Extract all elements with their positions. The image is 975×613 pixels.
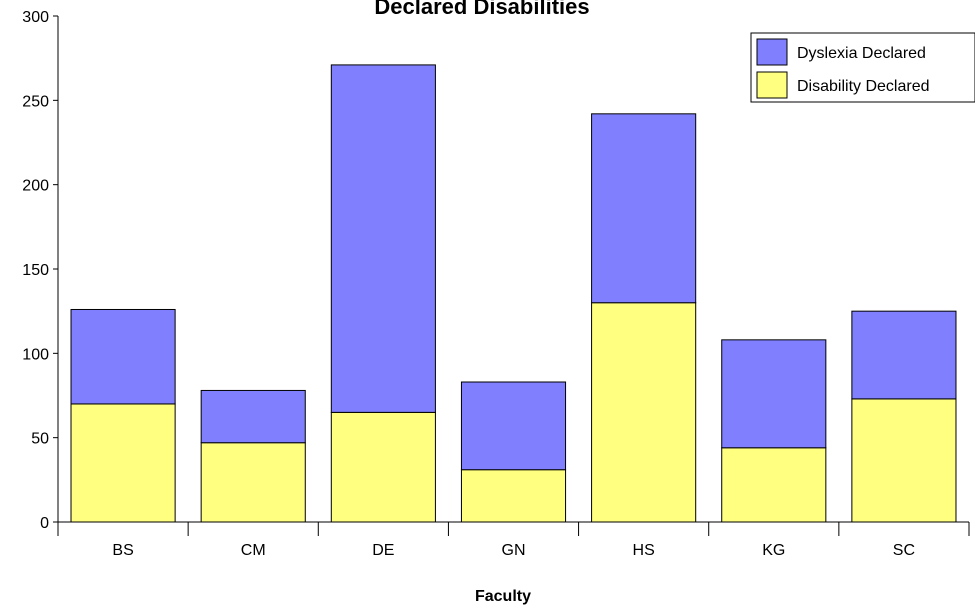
y-tick-label: 300	[22, 9, 49, 26]
x-tick-label: DE	[372, 542, 394, 559]
chart-title: Declared Disabilities	[374, 0, 589, 19]
x-tick-label: CM	[241, 542, 266, 559]
legend-swatch	[756, 38, 788, 66]
y-tick-label: 0	[40, 515, 49, 532]
x-tick-label: HS	[633, 542, 655, 559]
x-tick-label: KG	[762, 542, 785, 559]
legend-box	[750, 32, 975, 103]
bar-segment-hs-disability-declared	[591, 302, 697, 523]
x-tick-label: SC	[893, 542, 915, 559]
legend-label: Dyslexia Declared	[797, 45, 926, 62]
bar-segment-hs-dyslexia-declared	[591, 113, 697, 304]
bar-segment-bs-disability-declared	[70, 403, 176, 523]
bar-segment-cm-dyslexia-declared	[200, 389, 306, 444]
y-tick-label: 250	[22, 93, 49, 110]
bar-segment-de-dyslexia-declared	[330, 64, 436, 413]
bar-segment-bs-dyslexia-declared	[70, 308, 176, 405]
x-axis: BS CM DE GN HS KG SC	[57, 521, 970, 559]
y-tick-label: 100	[22, 346, 49, 363]
x-axis-title: Faculty	[475, 588, 531, 605]
y-tick-label: 50	[31, 431, 49, 448]
legend-swatch	[756, 71, 788, 99]
y-axis: 0 50 100 150 200 250 300	[22, 9, 59, 532]
y-tick-label: 150	[22, 262, 49, 279]
bar-segment-sc-dyslexia-declared	[851, 310, 957, 400]
bar-segment-kg-dyslexia-declared	[721, 339, 827, 449]
x-tick-label: BS	[112, 542, 133, 559]
bars	[70, 64, 957, 523]
legend: Dyslexia Declared Disability Declared	[750, 32, 975, 103]
bar-segment-gn-dyslexia-declared	[460, 381, 567, 471]
bar-segment-sc-disability-declared	[851, 398, 957, 523]
bar-segment-gn-disability-declared	[460, 469, 567, 523]
bar-segment-cm-disability-declared	[200, 442, 306, 523]
bar-segment-kg-disability-declared	[721, 447, 827, 523]
legend-label: Disability Declared	[797, 78, 930, 95]
bar-segment-de-disability-declared	[330, 411, 436, 523]
x-tick-label: GN	[502, 542, 526, 559]
y-tick-label: 200	[22, 178, 49, 195]
